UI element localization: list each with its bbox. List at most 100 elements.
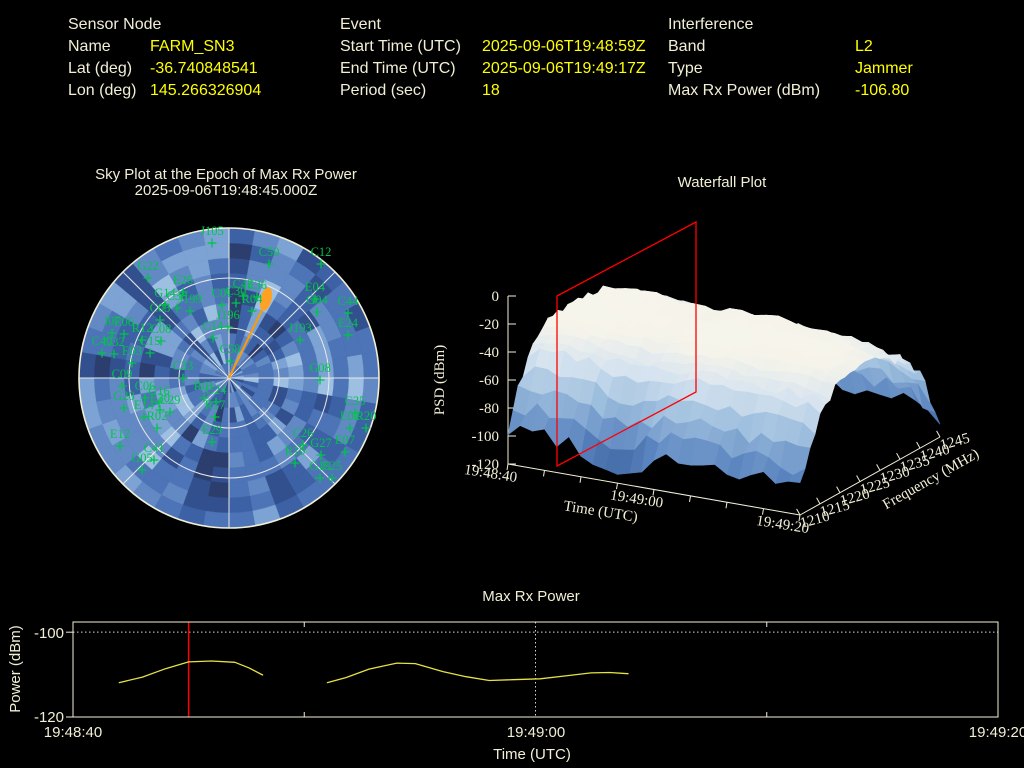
interference-source-marker bbox=[259, 287, 273, 311]
psd-tick-label: 0 bbox=[492, 289, 500, 305]
satellite-label: C12 bbox=[311, 245, 332, 259]
psd-tick-label: -80 bbox=[479, 401, 499, 417]
satellite-marker bbox=[172, 303, 182, 313]
max-rx-power-chart bbox=[66, 621, 999, 718]
sensor-node-section-title: Sensor Node bbox=[68, 16, 162, 33]
waterfall-freq-tick bbox=[936, 430, 941, 438]
satellite-label: G04 bbox=[306, 293, 328, 307]
satellite-marker bbox=[199, 393, 209, 403]
satellite-marker bbox=[178, 373, 188, 383]
satellite-label: G32 bbox=[103, 335, 125, 349]
waterfall-freq-tick-label: 1220 bbox=[838, 486, 871, 509]
waterfall-time-tick bbox=[798, 514, 801, 522]
waterfall-freq-tick bbox=[816, 497, 821, 505]
satellite-marker bbox=[223, 322, 233, 332]
ytick--120: -120 bbox=[33, 709, 64, 726]
waterfall-surface bbox=[507, 285, 941, 485]
satellite-marker bbox=[225, 356, 235, 366]
satellite-label: C29 bbox=[160, 393, 181, 407]
satellite-label: E03 bbox=[122, 344, 142, 358]
satellite-marker bbox=[160, 300, 170, 310]
max-rx-power-trace bbox=[326, 662, 629, 684]
sensor-name-value: FARM_SN3 bbox=[150, 38, 235, 55]
satellite-label: C06 bbox=[135, 379, 156, 393]
satellite-marker bbox=[295, 335, 305, 345]
satellite-marker bbox=[107, 328, 117, 338]
waterfall-time-tick bbox=[762, 508, 764, 515]
satellite-label: E02 bbox=[340, 409, 360, 423]
waterfall-freq-tick-label: 1235 bbox=[898, 453, 931, 476]
satellite-marker bbox=[152, 423, 162, 433]
satellite-marker bbox=[312, 307, 322, 317]
event-start-label: Start Time (UTC) bbox=[340, 38, 461, 55]
satellite-label: C44 bbox=[338, 294, 360, 308]
xtick-19-49-00: 19:49:00 bbox=[506, 724, 566, 741]
sky-outer-ring bbox=[78, 227, 380, 529]
psd-axis-title: PSD (dBm) bbox=[432, 345, 448, 415]
waterfall-time-tick bbox=[689, 495, 691, 502]
waterfall-time-tick bbox=[616, 483, 618, 490]
satellite-label: G22 bbox=[137, 259, 159, 273]
satellite-marker bbox=[343, 308, 353, 318]
satellite-label: R04 bbox=[242, 292, 264, 306]
satellite-marker bbox=[154, 398, 164, 408]
satellite-label: J105 bbox=[200, 224, 224, 238]
satellite-label: R10 bbox=[285, 444, 306, 458]
event-section-title: Event bbox=[340, 16, 381, 33]
interference-band-value: L2 bbox=[855, 38, 873, 55]
satellite-label: C33 bbox=[173, 359, 194, 373]
satellite-marker bbox=[145, 348, 155, 358]
satellite-label: R12 bbox=[132, 321, 153, 335]
event-end-label: End Time (UTC) bbox=[340, 60, 456, 77]
waterfall-freq-tick-label: 1210 bbox=[798, 509, 831, 532]
satellite-label: E07 bbox=[335, 433, 355, 447]
sky-plot-title: Sky Plot at the Epoch of Max Rx Power bbox=[95, 166, 357, 183]
event-epoch-plane bbox=[556, 220, 697, 468]
satellite-label: C42 bbox=[233, 277, 254, 291]
satellite-label: C01 bbox=[212, 286, 233, 300]
sky-plot-subtitle: 2025-09-06T19:48:45.000Z bbox=[134, 182, 318, 199]
satellite-label: E26 bbox=[173, 273, 193, 287]
satellite-marker bbox=[252, 292, 262, 302]
waterfall-time-tick-label: 19:48:40 bbox=[463, 462, 518, 486]
satellite-marker bbox=[264, 259, 274, 269]
satellite-marker bbox=[97, 348, 107, 358]
satellite-marker bbox=[207, 238, 217, 248]
event-period-value: 18 bbox=[482, 82, 500, 99]
satellite-marker bbox=[361, 423, 371, 433]
satellite-label: E25 bbox=[322, 459, 342, 473]
waterfall-freq-tick bbox=[836, 486, 841, 493]
sensor-lat-label: Lat (deg) bbox=[68, 60, 133, 77]
satellite-marker bbox=[327, 473, 337, 483]
waterfall-time-tick bbox=[579, 476, 582, 483]
ytick--100: -100 bbox=[33, 625, 64, 642]
satellite-label: C38 bbox=[167, 289, 188, 303]
satellite-marker bbox=[185, 306, 195, 316]
satellite-label: C26 bbox=[293, 426, 314, 440]
satellite-marker bbox=[137, 335, 147, 345]
satellite-marker bbox=[316, 259, 326, 269]
waterfall-freq-tick-label: 1215 bbox=[818, 497, 851, 520]
satellite-marker bbox=[137, 465, 147, 475]
satellite-marker bbox=[149, 455, 159, 465]
waterfall-freq-tick-label: 1240 bbox=[918, 442, 951, 465]
satellite-label: C09 bbox=[112, 367, 133, 381]
satellite-label: R17 bbox=[205, 398, 226, 412]
psd-tick-label: -40 bbox=[479, 345, 499, 361]
waterfall-freq-tick-label: 1245 bbox=[938, 431, 971, 454]
waterfall-time-tick bbox=[543, 470, 545, 477]
satellite-label: C08 bbox=[151, 322, 172, 336]
interference-bearing-line bbox=[228, 307, 264, 379]
satellite-label: E36 bbox=[247, 278, 267, 292]
satellite-label: E30 bbox=[150, 391, 170, 405]
interference-power-value: -106.80 bbox=[855, 82, 910, 99]
satellite-marker bbox=[127, 358, 137, 368]
satellite-marker bbox=[343, 330, 353, 340]
satellite-marker bbox=[119, 329, 129, 339]
waterfall-time-tick bbox=[725, 502, 728, 509]
waterfall-freq-tick bbox=[916, 441, 921, 449]
